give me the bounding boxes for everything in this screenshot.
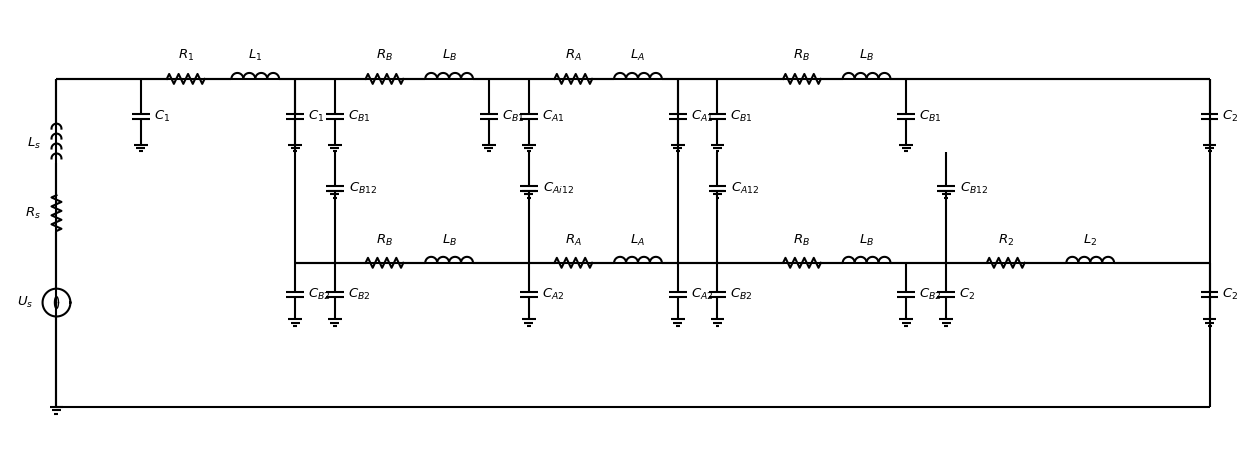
Text: $U_s$: $U_s$ [17, 295, 33, 310]
Text: $R_B$: $R_B$ [376, 48, 393, 63]
Text: $L_A$: $L_A$ [630, 48, 646, 63]
Text: $R_B$: $R_B$ [794, 233, 811, 248]
Text: $R_A$: $R_A$ [565, 233, 582, 248]
Text: $C_1$: $C_1$ [154, 109, 170, 124]
Text: $C_{B2}$: $C_{B2}$ [730, 287, 753, 302]
Text: $L_B$: $L_B$ [441, 48, 456, 63]
Text: $C_{B2}$: $C_{B2}$ [919, 287, 942, 302]
Text: $R_A$: $R_A$ [565, 48, 582, 63]
Text: $C_{B1}$: $C_{B1}$ [730, 109, 753, 124]
Text: $C_1$: $C_1$ [308, 109, 324, 124]
Text: $R_B$: $R_B$ [794, 48, 811, 63]
Text: $C_{A12}$: $C_{A12}$ [732, 181, 760, 196]
Text: $C_2$: $C_2$ [959, 287, 975, 302]
Text: $C_{B2}$: $C_{B2}$ [308, 287, 331, 302]
Text: $C_{B2}$: $C_{B2}$ [347, 287, 371, 302]
Text: $C_2$: $C_2$ [1223, 109, 1239, 124]
Text: $L_B$: $L_B$ [441, 233, 456, 248]
Text: $C_{A1}$: $C_{A1}$ [691, 109, 713, 124]
Text: $C_{A1}$: $C_{A1}$ [542, 109, 564, 124]
Text: $L_B$: $L_B$ [859, 233, 874, 248]
Text: $C_2$: $C_2$ [1223, 287, 1239, 302]
Text: $C_{B1}$: $C_{B1}$ [919, 109, 942, 124]
Text: $C_{B1}$: $C_{B1}$ [502, 109, 525, 124]
Text: $C_{Ai12}$: $C_{Ai12}$ [543, 181, 574, 196]
Text: $C_{A2}$: $C_{A2}$ [691, 287, 713, 302]
Text: $L_1$: $L_1$ [248, 48, 263, 63]
Text: $C_{B1}$: $C_{B1}$ [347, 109, 371, 124]
Text: $R_B$: $R_B$ [376, 233, 393, 248]
Text: $C_{B12}$: $C_{B12}$ [348, 181, 377, 196]
Text: $L_B$: $L_B$ [859, 48, 874, 63]
Text: $L_2$: $L_2$ [1083, 233, 1097, 248]
Text: $L_s$: $L_s$ [26, 136, 41, 151]
Text: $L_A$: $L_A$ [630, 233, 646, 248]
Text: $R_s$: $R_s$ [25, 206, 41, 221]
Text: $R_2$: $R_2$ [998, 233, 1014, 248]
Text: $R_1$: $R_1$ [177, 48, 193, 63]
Text: $C_{B12}$: $C_{B12}$ [960, 181, 988, 196]
Text: $C_{A2}$: $C_{A2}$ [542, 287, 564, 302]
